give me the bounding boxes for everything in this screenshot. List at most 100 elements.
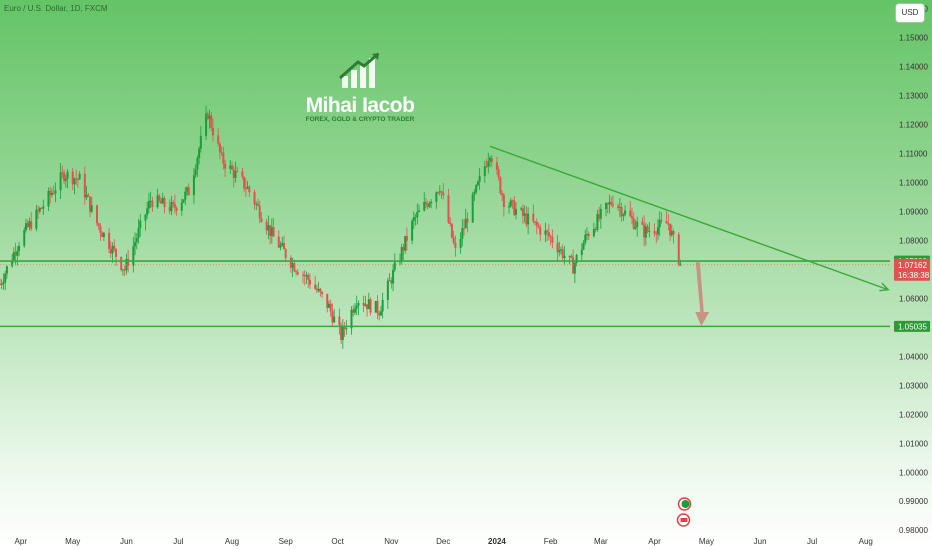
- currency-button[interactable]: USD: [895, 3, 925, 23]
- candle: [76, 178, 79, 180]
- candle: [115, 248, 118, 257]
- price-tick-label: 1.12000: [899, 121, 928, 130]
- trendline-arrowhead: [879, 282, 890, 292]
- candle: [534, 221, 537, 223]
- event-flag-icon: [681, 500, 690, 508]
- candle: [608, 201, 611, 205]
- candle: [255, 203, 258, 205]
- time-tick-label: May: [699, 537, 714, 546]
- candle: [272, 227, 275, 237]
- candle: [416, 211, 419, 217]
- candle: [24, 223, 27, 231]
- candle: [73, 178, 76, 185]
- candle: [229, 165, 232, 169]
- candle: [180, 202, 183, 211]
- brand-tagline: FOREX, GOLD & CRYPTO TRADER: [305, 116, 415, 123]
- candle: [222, 152, 225, 164]
- candle: [248, 186, 251, 193]
- candle: [362, 302, 365, 306]
- candle: [101, 232, 104, 238]
- candle: [556, 242, 559, 253]
- candle: [523, 213, 526, 216]
- candle: [54, 190, 57, 194]
- candle: [281, 242, 284, 246]
- time-tick-label: 2024: [488, 537, 506, 546]
- candle: [513, 200, 516, 215]
- time-tick-label: Jun: [754, 537, 767, 546]
- brand-watermark: Mihai Iacob FOREX, GOLD & CRYPTO TRADER: [300, 94, 420, 123]
- price-tick-label: 1.06000: [899, 294, 928, 303]
- candle: [369, 299, 372, 313]
- candle: [376, 301, 379, 314]
- time-tick-label: Apr: [15, 537, 28, 546]
- candle: [594, 228, 597, 230]
- candle: [580, 249, 583, 255]
- candle: [611, 204, 614, 206]
- candle: [49, 190, 52, 195]
- candle: [525, 213, 528, 225]
- candle: [423, 202, 426, 211]
- candle: [282, 242, 285, 250]
- candle: [182, 199, 185, 203]
- candle: [156, 195, 159, 208]
- candle: [132, 246, 135, 266]
- candle: [87, 194, 90, 197]
- candle: [109, 249, 112, 254]
- candle: [173, 203, 176, 208]
- candle: [374, 301, 377, 313]
- candle: [386, 280, 389, 300]
- candle: [186, 187, 189, 192]
- candle: [438, 191, 441, 193]
- candle: [2, 282, 5, 284]
- candle: [23, 230, 26, 246]
- countdown-timer: 16:38:38: [898, 271, 930, 280]
- candle: [475, 185, 478, 193]
- candle: [341, 326, 344, 341]
- candle: [146, 208, 149, 215]
- candle: [194, 169, 197, 176]
- candle: [139, 220, 142, 229]
- candle: [158, 195, 161, 201]
- candle: [620, 207, 623, 217]
- candle: [340, 325, 343, 341]
- candle: [308, 279, 311, 285]
- candle: [321, 291, 324, 294]
- candle: [677, 234, 680, 266]
- candle: [489, 157, 492, 162]
- candle: [440, 191, 443, 193]
- candle: [291, 263, 294, 268]
- symbol-title: Euro / U.S. Dollar, 1D, FXCM: [4, 4, 108, 13]
- candle: [168, 206, 171, 212]
- candle: [89, 196, 92, 212]
- candle: [187, 187, 190, 196]
- candle: [75, 178, 78, 180]
- candle: [284, 249, 287, 258]
- candle: [366, 304, 369, 310]
- candle: [644, 226, 647, 238]
- candle: [617, 205, 620, 208]
- candle: [161, 197, 164, 204]
- candle: [199, 135, 202, 149]
- candle: [210, 115, 213, 128]
- candle: [71, 171, 74, 185]
- candle: [352, 309, 355, 313]
- candle: [476, 181, 479, 186]
- candle: [5, 266, 8, 274]
- candle: [198, 148, 201, 158]
- candle: [97, 223, 100, 227]
- candle: [634, 227, 637, 229]
- candle: [293, 263, 296, 272]
- candle: [144, 214, 147, 221]
- candle: [679, 264, 682, 266]
- candle: [265, 221, 268, 231]
- brand-name: Mihai Iacob: [305, 94, 415, 117]
- time-tick-label: Jul: [807, 537, 817, 546]
- candle: [485, 166, 488, 168]
- candle: [584, 234, 587, 243]
- candle: [551, 236, 554, 243]
- candle: [277, 236, 280, 248]
- candle: [47, 190, 50, 207]
- candle: [535, 221, 538, 226]
